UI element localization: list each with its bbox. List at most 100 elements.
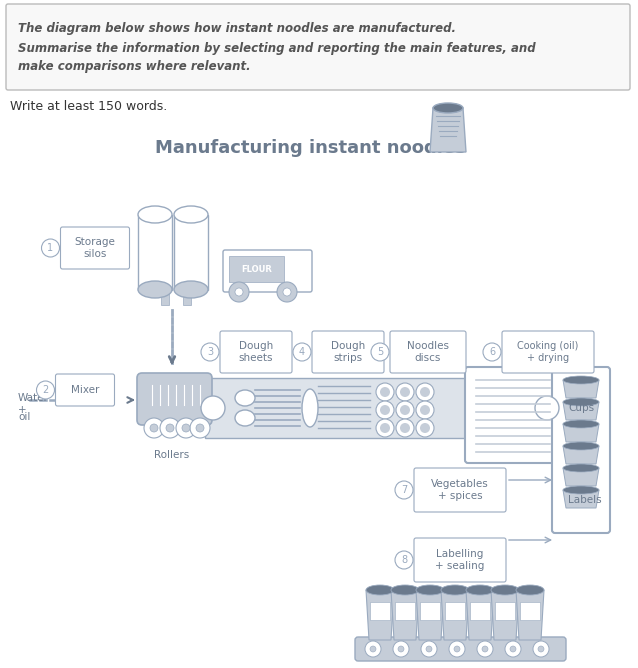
Text: 2: 2 bbox=[42, 385, 48, 395]
Circle shape bbox=[41, 239, 59, 257]
Text: FLOUR: FLOUR bbox=[242, 265, 272, 273]
Ellipse shape bbox=[516, 585, 544, 595]
Circle shape bbox=[396, 383, 414, 401]
Text: Manufacturing instant noodles: Manufacturing instant noodles bbox=[154, 139, 465, 157]
FancyBboxPatch shape bbox=[137, 373, 212, 425]
Polygon shape bbox=[416, 590, 444, 640]
Polygon shape bbox=[491, 590, 519, 640]
Circle shape bbox=[400, 387, 410, 397]
Circle shape bbox=[176, 418, 196, 438]
Circle shape bbox=[393, 641, 409, 657]
Ellipse shape bbox=[563, 398, 599, 406]
Bar bbox=[520, 602, 540, 620]
Text: Write at least 150 words.: Write at least 150 words. bbox=[10, 100, 167, 113]
Circle shape bbox=[416, 401, 434, 419]
FancyBboxPatch shape bbox=[414, 538, 506, 582]
Circle shape bbox=[150, 424, 158, 432]
Text: Labelling
+ sealing: Labelling + sealing bbox=[435, 549, 485, 570]
Circle shape bbox=[454, 646, 460, 652]
Text: oil: oil bbox=[18, 412, 31, 422]
Polygon shape bbox=[430, 108, 466, 152]
Circle shape bbox=[416, 383, 434, 401]
Ellipse shape bbox=[174, 206, 208, 223]
Polygon shape bbox=[563, 402, 599, 420]
Circle shape bbox=[166, 424, 174, 432]
Text: 5: 5 bbox=[377, 347, 383, 357]
Ellipse shape bbox=[174, 281, 208, 298]
Circle shape bbox=[396, 419, 414, 437]
Ellipse shape bbox=[302, 389, 318, 427]
Circle shape bbox=[376, 419, 394, 437]
Text: make comparisons where relevant.: make comparisons where relevant. bbox=[18, 60, 251, 73]
Ellipse shape bbox=[563, 442, 599, 450]
Text: 3: 3 bbox=[207, 347, 213, 357]
FancyBboxPatch shape bbox=[552, 367, 610, 533]
Ellipse shape bbox=[366, 585, 394, 595]
Circle shape bbox=[482, 646, 488, 652]
Circle shape bbox=[380, 423, 390, 433]
Text: Vegetables
+ spices: Vegetables + spices bbox=[431, 479, 489, 501]
Text: Rollers: Rollers bbox=[154, 450, 189, 460]
Bar bbox=[470, 602, 490, 620]
Text: 8: 8 bbox=[401, 555, 407, 565]
Polygon shape bbox=[563, 446, 599, 464]
Polygon shape bbox=[466, 590, 494, 640]
Ellipse shape bbox=[563, 486, 599, 494]
Circle shape bbox=[420, 405, 430, 415]
Text: The diagram below shows how instant noodles are manufactured.: The diagram below shows how instant nood… bbox=[18, 22, 456, 35]
Circle shape bbox=[160, 418, 180, 438]
FancyBboxPatch shape bbox=[502, 331, 594, 373]
Circle shape bbox=[533, 641, 549, 657]
Text: Noodles
discs: Noodles discs bbox=[407, 341, 449, 363]
FancyBboxPatch shape bbox=[61, 227, 130, 269]
Text: Storage
silos: Storage silos bbox=[75, 237, 115, 259]
Circle shape bbox=[365, 641, 381, 657]
Text: 6: 6 bbox=[489, 347, 495, 357]
Circle shape bbox=[293, 343, 311, 361]
Text: Cooking (oil)
+ drying: Cooking (oil) + drying bbox=[517, 341, 579, 363]
Polygon shape bbox=[563, 380, 599, 398]
Bar bbox=[420, 602, 440, 620]
Polygon shape bbox=[563, 468, 599, 486]
Circle shape bbox=[416, 419, 434, 437]
Circle shape bbox=[371, 343, 389, 361]
Circle shape bbox=[398, 646, 404, 652]
Text: 1: 1 bbox=[47, 243, 54, 253]
Circle shape bbox=[426, 646, 432, 652]
Text: Dough
strips: Dough strips bbox=[331, 341, 365, 363]
Polygon shape bbox=[563, 490, 599, 508]
Circle shape bbox=[395, 551, 413, 569]
Circle shape bbox=[483, 343, 501, 361]
Ellipse shape bbox=[433, 103, 463, 113]
Ellipse shape bbox=[563, 420, 599, 428]
Circle shape bbox=[400, 405, 410, 415]
Bar bbox=[445, 602, 465, 620]
Circle shape bbox=[376, 401, 394, 419]
Ellipse shape bbox=[391, 585, 419, 595]
FancyBboxPatch shape bbox=[465, 367, 561, 463]
Bar bbox=[205, 378, 555, 438]
Circle shape bbox=[505, 641, 521, 657]
Polygon shape bbox=[516, 590, 544, 640]
Polygon shape bbox=[441, 590, 469, 640]
Bar bbox=[495, 602, 515, 620]
Circle shape bbox=[400, 423, 410, 433]
Polygon shape bbox=[563, 424, 599, 442]
Circle shape bbox=[229, 282, 249, 302]
Circle shape bbox=[370, 646, 376, 652]
Bar bbox=[370, 602, 390, 620]
Circle shape bbox=[420, 423, 430, 433]
Circle shape bbox=[235, 288, 243, 296]
Text: 4: 4 bbox=[299, 347, 305, 357]
Bar bbox=[138, 214, 172, 289]
Circle shape bbox=[190, 418, 210, 438]
Text: Labels: Labels bbox=[568, 495, 602, 505]
Ellipse shape bbox=[235, 410, 255, 426]
Circle shape bbox=[396, 401, 414, 419]
Circle shape bbox=[36, 381, 54, 399]
FancyBboxPatch shape bbox=[355, 637, 566, 661]
Circle shape bbox=[144, 418, 164, 438]
Ellipse shape bbox=[563, 376, 599, 384]
Circle shape bbox=[201, 343, 219, 361]
Circle shape bbox=[535, 396, 559, 420]
